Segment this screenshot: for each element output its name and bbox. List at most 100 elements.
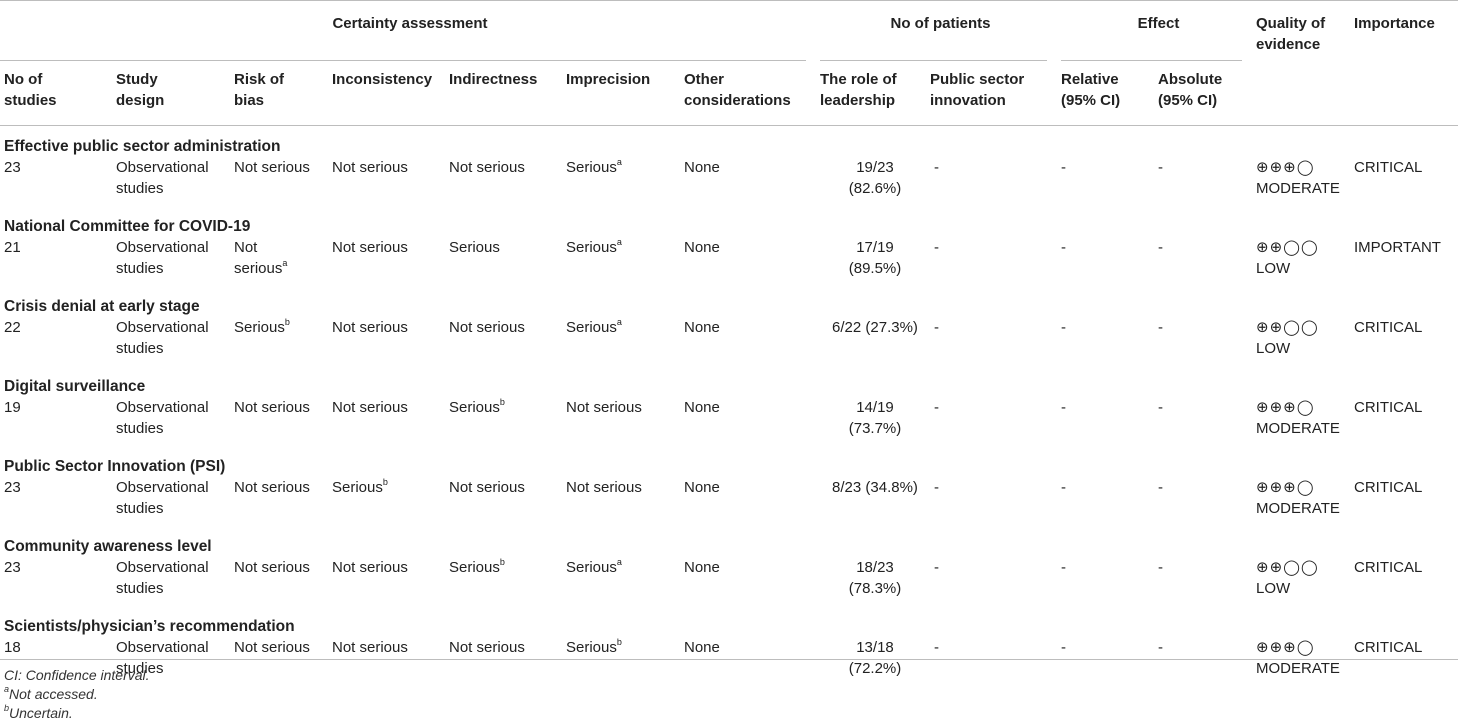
cell-imprecision: Seriousa: [566, 316, 622, 336]
section-title: Crisis denial at early stage: [4, 297, 200, 315]
grade-evidence-table: Certainty assessment No of patients Effe…: [0, 0, 1458, 685]
quality-label: MODERATE: [1256, 419, 1340, 437]
header-absolute: Absolute (95% CI): [1158, 71, 1223, 109]
cell-relative: -: [1061, 238, 1066, 256]
group-certainty-assessment: Certainty assessment: [0, 1, 820, 61]
cell-other-considerations: None: [684, 638, 720, 656]
section-title: Community awareness level: [4, 537, 212, 555]
cell-inconsistency: Seriousb: [332, 476, 388, 496]
cell-relative: -: [1061, 638, 1066, 656]
header-quality-of-evidence: Quality of evidence: [1256, 15, 1326, 53]
cell-no-of-studies: 23: [4, 558, 21, 576]
cell-imprecision: Seriousa: [566, 236, 622, 256]
section-title: Scientists/physician’s recommendation: [4, 617, 295, 635]
cell-indirectness: Not serious: [449, 158, 525, 176]
footnote-b: bUncertain.: [4, 703, 73, 721]
table-row: 23 Observational studies Not serious Not ser…: [0, 557, 1458, 605]
quality-symbols: ⊕⊕◯◯: [1256, 238, 1319, 256]
cell-public-sector-innovation: -: [934, 558, 939, 576]
quality-symbols: ⊕⊕◯◯: [1256, 558, 1319, 576]
quality-symbols: ⊕⊕⊕◯: [1256, 398, 1315, 416]
cell-absolute: -: [1158, 318, 1163, 336]
cell-risk-of-bias: Not serious: [234, 158, 310, 176]
header-study-design: Study design: [116, 71, 165, 109]
header-role-of-leadership: The role of leadership: [820, 71, 897, 109]
cell-role-of-leadership: 17/19 (89.5%): [848, 238, 902, 277]
cell-inconsistency: Not serious: [332, 318, 408, 336]
cell-quality-of-evidence: ⊕⊕⊕◯ MODERATE: [1256, 637, 1354, 685]
cell-imprecision: Not serious: [566, 478, 642, 496]
section-header-row: Community awareness level: [0, 525, 1458, 557]
quality-symbols: ⊕⊕⊕◯: [1256, 478, 1315, 496]
cell-role-of-leadership: 6/22 (27.3%): [832, 318, 918, 336]
cell-role-of-leadership: 18/23 (78.3%): [848, 558, 902, 597]
footnotes: CI: Confidence interval. aNot accessed. …: [4, 666, 150, 723]
cell-risk-of-bias: Not serious: [234, 638, 310, 656]
cell-relative: -: [1061, 398, 1066, 416]
header-no-of-studies: No of studies: [4, 71, 57, 109]
cell-absolute: -: [1158, 238, 1163, 256]
cell-absolute: -: [1158, 478, 1163, 496]
cell-other-considerations: None: [684, 318, 720, 336]
cell-public-sector-innovation: -: [934, 238, 939, 256]
cell-public-sector-innovation: -: [934, 398, 939, 416]
quality-label: MODERATE: [1256, 499, 1340, 517]
cell-relative: -: [1061, 318, 1066, 336]
header-imprecision: Imprecision: [566, 71, 651, 88]
cell-risk-of-bias: Not seriousa: [234, 238, 288, 277]
cell-no-of-studies: 23: [4, 158, 21, 176]
section-title: Digital surveillance: [4, 377, 146, 395]
table-row: 18 Observational studies Not serious Not ser…: [0, 637, 1458, 685]
cell-absolute: -: [1158, 398, 1163, 416]
table-row: 21 Observational studies Not seriousa Not ser…: [0, 237, 1458, 285]
table-row: 22 Observational studies Seriousb Not seriou…: [0, 317, 1458, 365]
group-no-of-patients: No of patients: [820, 1, 1061, 61]
cell-public-sector-innovation: -: [934, 478, 939, 496]
section-title: Public Sector Innovation (PSI): [4, 457, 226, 475]
cell-imprecision: Seriousa: [566, 156, 622, 176]
cell-relative: -: [1061, 478, 1066, 496]
section-header-row: Crisis denial at early stage: [0, 285, 1458, 317]
cell-inconsistency: Not serious: [332, 558, 408, 576]
quality-label: MODERATE: [1256, 179, 1340, 197]
header-indirectness: Indirectness: [449, 71, 538, 88]
cell-other-considerations: None: [684, 558, 720, 576]
cell-indirectness: Not serious: [449, 318, 525, 336]
cell-quality-of-evidence: ⊕⊕⊕◯ MODERATE: [1256, 157, 1354, 205]
footnote-ci: CI: Confidence interval.: [4, 667, 150, 683]
cell-importance: CRITICAL: [1354, 558, 1423, 576]
header-column-row: No of studies Study design Risk of bias Inc…: [0, 61, 1458, 125]
cell-imprecision: Not serious: [566, 398, 642, 416]
cell-study-design: Observational studies: [116, 638, 209, 677]
cell-importance: CRITICAL: [1354, 158, 1423, 176]
table-row: 19 Observational studies Not serious Not ser…: [0, 397, 1458, 445]
header-risk-of-bias: Risk of bias: [234, 71, 285, 109]
cell-quality-of-evidence: ⊕⊕⊕◯ MODERATE: [1256, 397, 1354, 445]
header-other-considerations: Other considerations: [684, 71, 791, 109]
cell-relative: -: [1061, 558, 1066, 576]
cell-importance: CRITICAL: [1354, 398, 1423, 416]
cell-inconsistency: Not serious: [332, 238, 408, 256]
quality-label: LOW: [1256, 339, 1291, 357]
header-group-row: Certainty assessment No of patients Effe…: [0, 1, 1458, 61]
table-row: 23 Observational studies Not serious Not ser…: [0, 157, 1458, 205]
cell-absolute: -: [1158, 638, 1163, 656]
cell-imprecision: Seriousb: [566, 636, 622, 656]
cell-no-of-studies: 22: [4, 318, 21, 336]
cell-role-of-leadership: 8/23 (34.8%): [832, 478, 918, 496]
section-header-row: Digital surveillance: [0, 365, 1458, 397]
header-importance: Importance: [1354, 15, 1435, 32]
cell-no-of-studies: 19: [4, 398, 21, 416]
cell-relative: -: [1061, 158, 1066, 176]
cell-imprecision: Seriousa: [566, 556, 622, 576]
cell-inconsistency: Not serious: [332, 638, 408, 656]
cell-absolute: -: [1158, 158, 1163, 176]
header-relative: Relative (95% CI): [1061, 71, 1121, 109]
cell-role-of-leadership: 14/19 (73.7%): [848, 398, 902, 437]
section-header-row: Scientists/physician’s recommendation: [0, 605, 1458, 637]
quality-symbols: ⊕⊕◯◯: [1256, 318, 1319, 336]
cell-public-sector-innovation: -: [934, 158, 939, 176]
quality-symbols: ⊕⊕⊕◯: [1256, 638, 1315, 656]
cell-importance: IMPORTANT: [1354, 238, 1441, 256]
